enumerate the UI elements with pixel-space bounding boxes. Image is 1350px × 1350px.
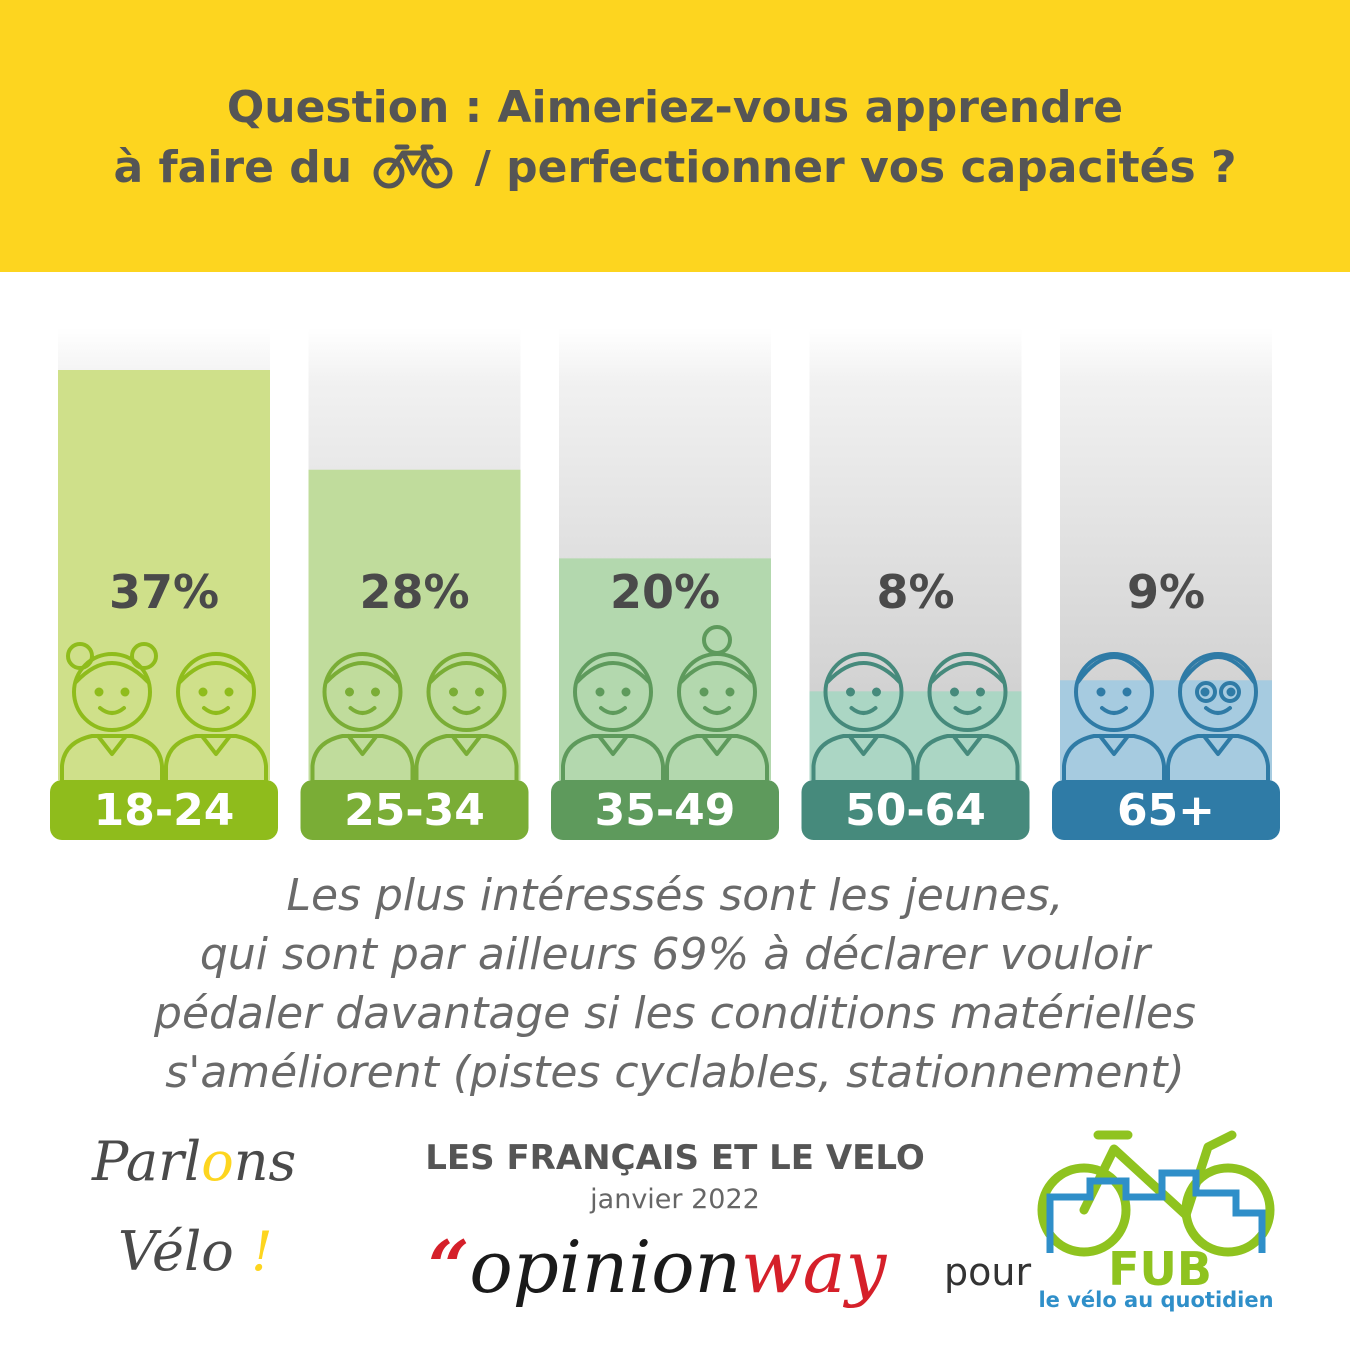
adults-icon: [561, 625, 769, 782]
question-line-2-end: / perfectionner vos capacités ?: [474, 142, 1237, 193]
value-label-18-24: 37%: [109, 565, 219, 619]
category-label-25-34: 25-34: [344, 785, 485, 836]
category-badge-18-24: [50, 780, 278, 840]
value-label-65+: 9%: [1127, 565, 1205, 619]
survey-title: LES FRANÇAIS ET LE VELO: [425, 1138, 925, 1178]
category-label-18-24: 18-24: [94, 785, 235, 836]
value-label-50-64: 8%: [876, 565, 954, 619]
category-badge-50-64: [801, 780, 1030, 840]
category-label-65+: 65+: [1117, 785, 1215, 836]
caption-line-1: Les plus intéressés sont les jeunes,: [286, 870, 1064, 921]
value-label-35-49: 20%: [610, 565, 720, 619]
survey-date: janvier 2022: [590, 1184, 760, 1215]
parlons-velo-logo: Parlons Vélo !: [70, 1130, 330, 1320]
seniors-icon: [1062, 652, 1270, 782]
children-icon: [60, 642, 268, 782]
fub-logo: FUB: [1037, 1130, 1275, 1296]
caption-line-2: qui sont par ailleurs 69% à déclarer vou…: [199, 929, 1151, 980]
category-label-35-49: 35-49: [595, 785, 736, 836]
caption-line-4: s'améliorent (pistes cyclables, stationn…: [165, 1047, 1185, 1098]
chart-caption: Les plus intéressés sont les jeunes, qui…: [0, 866, 1350, 1102]
opinionway-logo: “opinionway: [428, 1224, 887, 1309]
question-line-1: Question : Aimeriez-vous apprendre: [226, 82, 1124, 133]
header-banner: Question : Aimeriez-vous apprendre à fai…: [0, 0, 1350, 272]
bar-25-34: [308, 469, 521, 780]
pour-text: pour: [944, 1250, 1032, 1294]
logo-word-parlons: Parlons: [92, 1130, 297, 1193]
value-label-25-34: 28%: [359, 565, 469, 619]
young-adults-icon: [310, 652, 519, 782]
bar-18-24: [58, 370, 270, 780]
middle-aged-icon: [811, 652, 1020, 782]
bar-chart: 37% 28% 20% 8% 9% 18-24 25-34 35-49 50-64 65+: [50, 328, 1280, 840]
fub-name: FUB: [1108, 1242, 1212, 1296]
category-label-50-64: 50-64: [845, 785, 986, 836]
category-badge-65+: [1052, 780, 1280, 840]
category-badge-25-34: [300, 780, 529, 840]
bicycle-icon: [373, 144, 453, 189]
category-badge-35-49: [551, 780, 779, 840]
logo-word-velo: Vélo !: [118, 1220, 273, 1283]
question-line-2-start: à faire du: [113, 142, 353, 193]
question-line-2: à faire du / perfectionner vos capacités…: [0, 140, 1350, 197]
fub-tagline: le vélo au quotidien: [1038, 1288, 1274, 1312]
caption-line-3: pédaler davantage si les conditions maté…: [154, 988, 1196, 1039]
